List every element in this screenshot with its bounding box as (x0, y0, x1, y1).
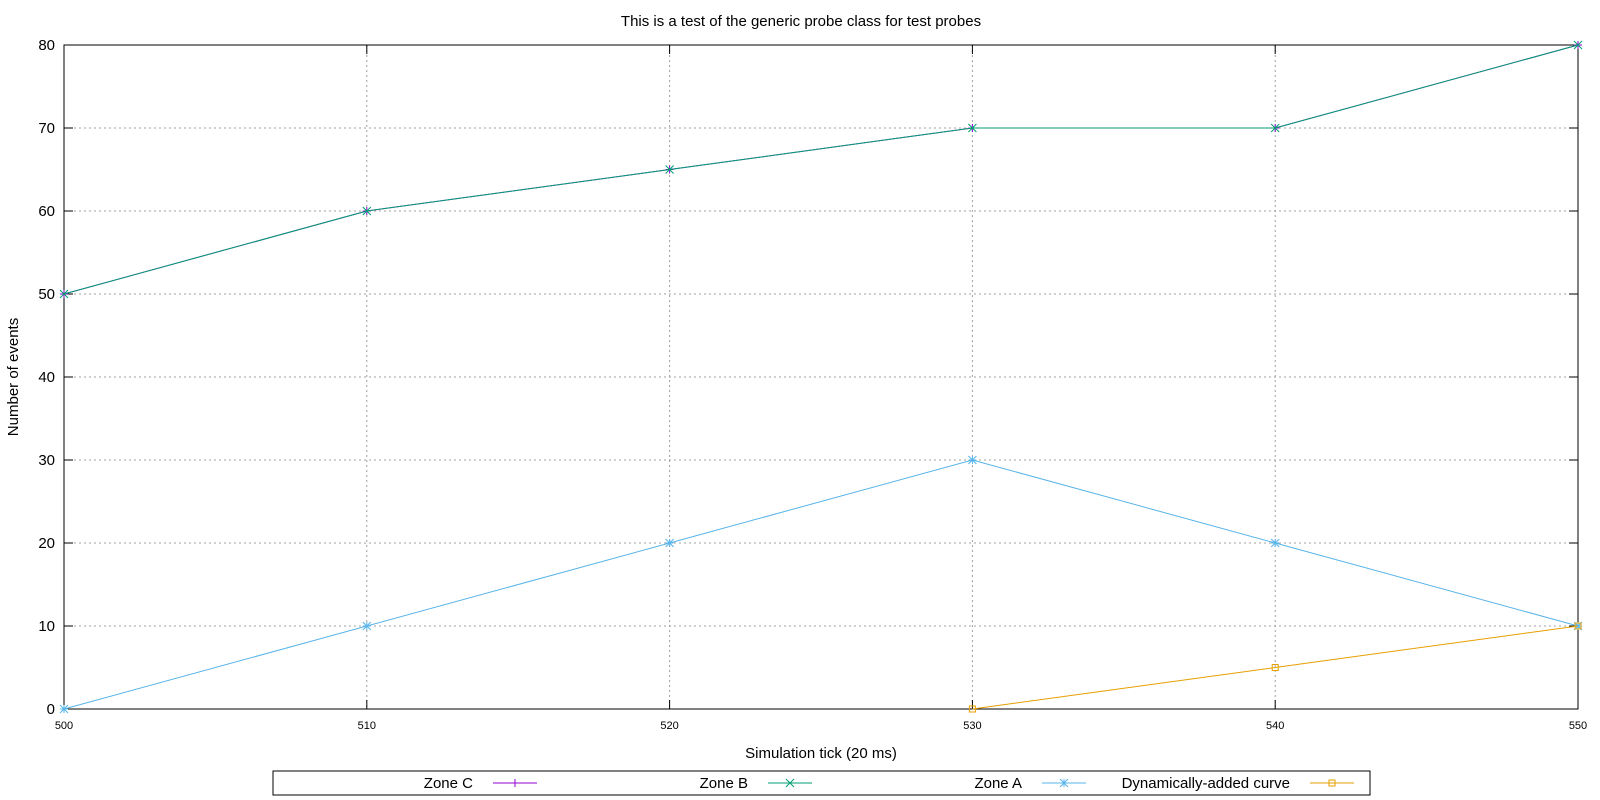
data-point-zone-a-stroke (59, 704, 69, 714)
data-point-dynamically-added-curve-square (1271, 664, 1279, 671)
x-tick-label: 510 (358, 720, 376, 732)
series-line-zone-a (63, 459, 1579, 710)
y-tick-label: 30 (38, 452, 55, 469)
data-point-zone-a (362, 621, 372, 631)
data-point-zone-a (59, 704, 69, 714)
axis-ticks: 500 510 520 530 540 550 0 10 20 30 40 50 60 70 80 (38, 37, 1587, 732)
data-point-zone-b (1573, 40, 1583, 50)
x-axis-label: Simulation tick (20 ms) (745, 745, 897, 762)
data-point-zone-b (665, 165, 674, 174)
y-tick-label: 50 (38, 286, 55, 303)
x-tick-label: 500 (55, 720, 73, 732)
y-tick-label: 70 (38, 120, 55, 137)
legend-marker-square (1328, 779, 1336, 787)
x-tick-label: 520 (660, 720, 678, 732)
data-point-zone-b-stroke (1270, 123, 1280, 133)
y-tick-label: 80 (38, 37, 55, 54)
legend-label: Dynamically-added curve (1122, 775, 1290, 792)
data-point-zone-b-stroke (968, 123, 977, 133)
legend-label: Zone C (424, 775, 473, 792)
data-point-zone-b (968, 123, 977, 133)
data-point-zone-a (1270, 538, 1280, 548)
data-point-dynamically-added-curve-square (1574, 622, 1582, 630)
x-tick-label: 550 (1569, 720, 1587, 732)
data-point-zone-b (59, 289, 69, 299)
data-point-zone-b (1270, 123, 1280, 133)
data-point-zone-b-stroke (665, 165, 674, 174)
x-tick-label: 540 (1266, 720, 1284, 732)
data-point-zone-a (665, 538, 674, 548)
chart-title: This is a test of the generic probe clas… (621, 13, 981, 30)
series-zone-c (60, 41, 1582, 298)
legend-item-zone-a: Zone A (974, 775, 1086, 792)
legend-marker (1328, 779, 1336, 787)
grid (64, 45, 1578, 709)
legend: Zone C Zone B Zone A Dynamically-added curv… (272, 770, 1371, 796)
data-point-dynamically-added-curve (1271, 664, 1279, 671)
y-tick-label: 20 (38, 535, 55, 552)
data-point-zone-a-stroke (665, 538, 674, 548)
data-point-dynamically-added-curve (968, 705, 976, 713)
x-tick-label: 530 (963, 720, 981, 732)
legend-label: Zone A (974, 775, 1022, 792)
data-point-zone-b-stroke (1573, 40, 1583, 50)
series-zone-b (59, 40, 1583, 299)
y-tick-label: 10 (38, 618, 55, 635)
data-point-zone-a (968, 455, 977, 465)
y-tick-label: 0 (47, 701, 55, 718)
data-point-zone-a-stroke (1270, 538, 1280, 548)
legend-item-dynamically-added-curve: Dynamically-added curve (1122, 775, 1354, 792)
legend-box (272, 770, 1371, 796)
legend-item-zone-b: Zone B (700, 775, 812, 792)
legend-marker (511, 779, 519, 787)
legend-marker-stroke (785, 778, 795, 788)
series-line-zone-b (63, 44, 1579, 295)
series-dynamically-added-curve (968, 622, 1582, 713)
legend-item-zone-c: Zone C (424, 775, 537, 792)
series-line-zone-c (63, 44, 1579, 295)
data-point-dynamically-added-curve-square (968, 705, 976, 713)
data-point-zone-b-stroke (362, 206, 372, 216)
data-point-dynamically-added-curve (1574, 622, 1582, 630)
series-zone-a (59, 455, 1583, 714)
data-point-zone-a-stroke (968, 455, 977, 465)
data-point-zone-b-stroke (59, 289, 69, 299)
data-point-zone-b (362, 206, 372, 216)
legend-label: Zone B (700, 775, 748, 792)
legend-marker (785, 778, 795, 788)
legend-marker-stroke (1059, 778, 1069, 788)
legend-marker (1059, 778, 1069, 788)
y-tick-label: 60 (38, 203, 55, 220)
y-axis-label: Number of events (5, 318, 22, 436)
series-layer (59, 40, 1583, 714)
series-line-dynamically-added-curve (972, 625, 1579, 710)
data-point-zone-a-stroke (362, 621, 372, 631)
y-tick-label: 40 (38, 369, 55, 386)
